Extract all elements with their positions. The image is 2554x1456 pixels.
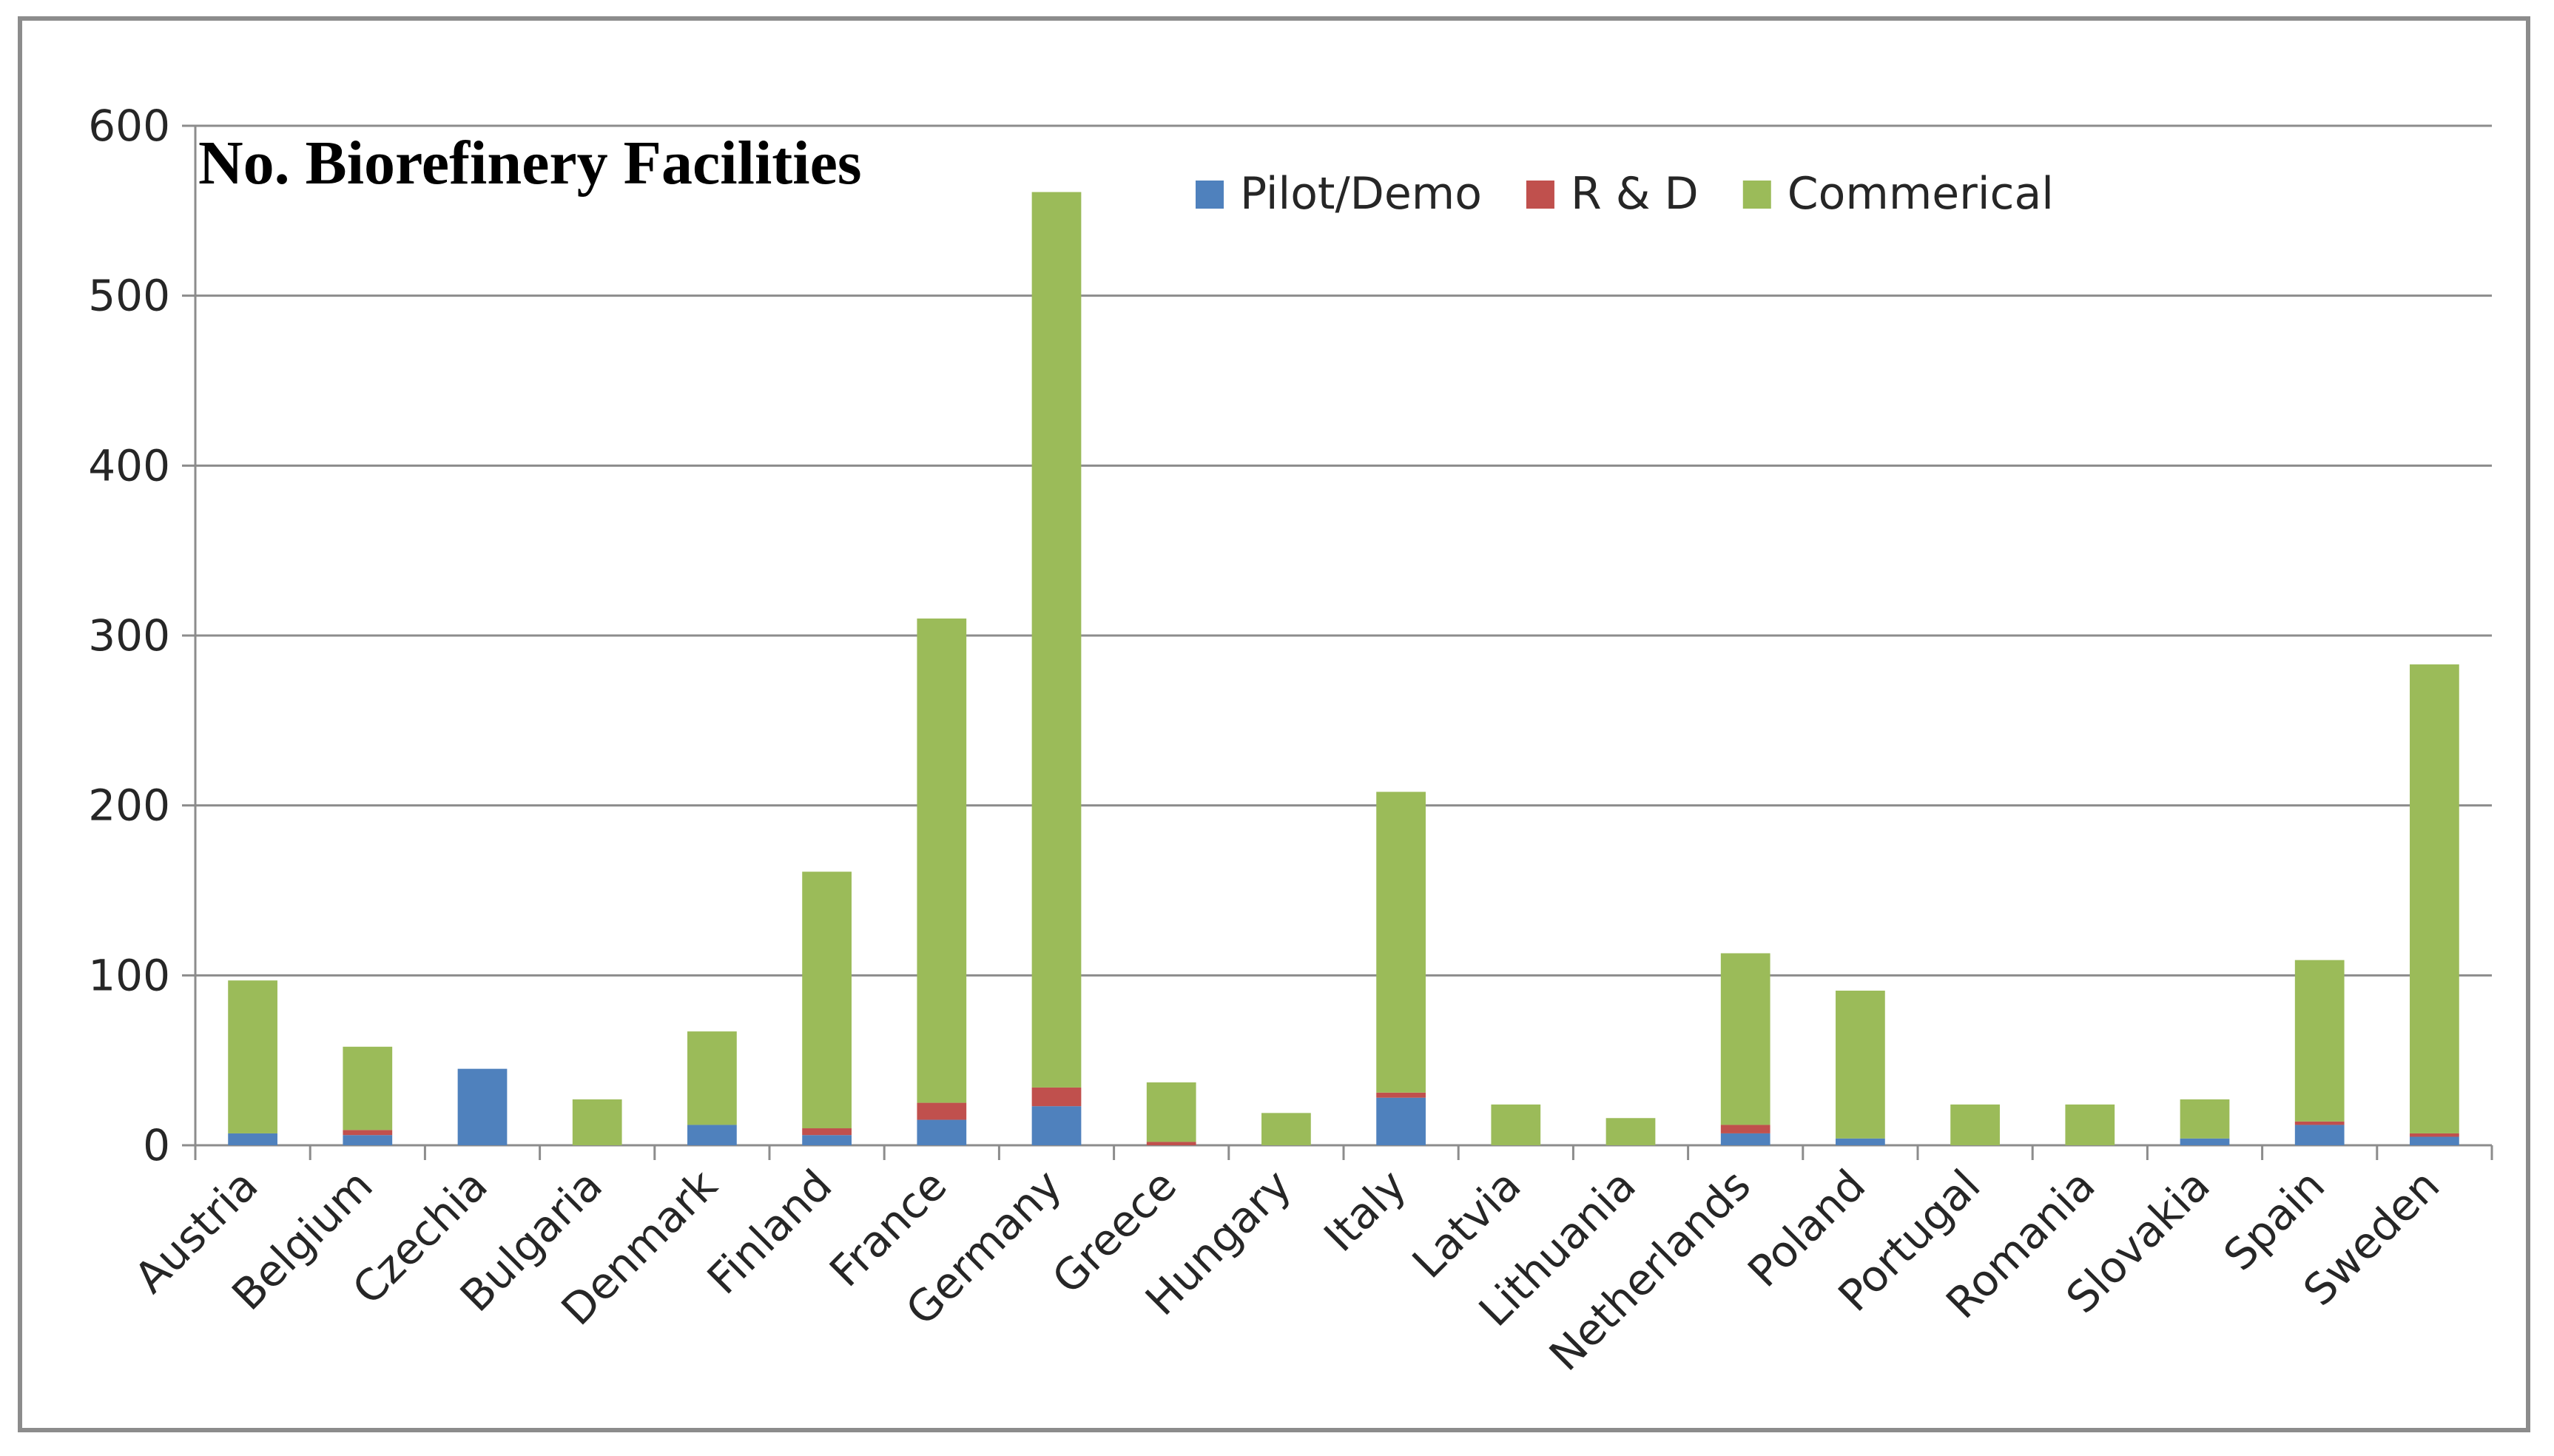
bar-commerical [2294, 960, 2345, 1122]
bar-pilot-demo [1376, 1097, 1426, 1145]
bar-commerical [802, 872, 852, 1129]
x-tick-label: Netherlands [1540, 1160, 1760, 1381]
chart-frame: 0 100 200 300 400 500 600 Austria Belgium Czechia… [18, 16, 2530, 1432]
bar-pilot-demo [2180, 1138, 2230, 1145]
bar-commerical [917, 619, 967, 1103]
y-tick-label: 400 [88, 440, 170, 491]
legend-swatch [1742, 181, 1771, 209]
y-tick-label: 500 [88, 271, 170, 321]
y-tick-label: 0 [143, 1120, 170, 1170]
bar-commerical [1950, 1104, 2000, 1145]
bar-commerical [2065, 1104, 2115, 1145]
legend: Pilot/Demo R & D Commerical [1196, 168, 2054, 220]
bar-pilot-demo [917, 1119, 967, 1145]
bar-commerical [1491, 1104, 1541, 1145]
bar-r-d [1031, 1087, 1082, 1107]
bar-commerical [572, 1099, 622, 1145]
bar-commerical [1146, 1082, 1196, 1142]
bar-pilot-demo [1836, 1138, 1885, 1145]
bar-commerical [1836, 991, 1885, 1139]
y-tick-label: 300 [88, 610, 170, 661]
bar-commerical [687, 1031, 737, 1125]
bar-commerical [2180, 1099, 2230, 1139]
y-tick-label: 600 [88, 101, 170, 151]
bar-pilot-demo [2410, 1136, 2459, 1145]
bar-pilot-demo [687, 1125, 737, 1145]
bar-pilot-demo [457, 1068, 508, 1145]
legend-swatch [1526, 181, 1554, 209]
bar-commerical [1376, 792, 1426, 1093]
bar-r-d [1720, 1125, 1770, 1133]
bar-commerical [1031, 192, 1082, 1088]
legend-swatch [1196, 181, 1224, 209]
bar-r-d [802, 1128, 852, 1136]
bar-commerical [228, 980, 277, 1133]
bar-r-d [343, 1130, 393, 1136]
x-tick-label: Italy [1314, 1160, 1415, 1261]
x-tick-label: Finland [698, 1160, 842, 1304]
bar-pilot-demo [343, 1135, 393, 1145]
legend-label: R & D [1571, 168, 1699, 220]
bar-r-d [2410, 1133, 2459, 1137]
bar-r-d [2294, 1121, 2345, 1125]
bar-r-d [1146, 1142, 1196, 1145]
chart-title: No. Biorefinery Facilities [198, 129, 862, 198]
bar-r-d [1376, 1092, 1426, 1098]
bar-commerical [1605, 1118, 1656, 1145]
bar-pilot-demo [228, 1133, 277, 1145]
bar-pilot-demo [2294, 1125, 2345, 1145]
bar-commerical [343, 1046, 393, 1130]
y-tick-label: 200 [88, 781, 170, 831]
bar-commerical [2410, 664, 2459, 1133]
legend-label: Commerical [1788, 168, 2054, 220]
bar-pilot-demo [1031, 1106, 1082, 1145]
bar-chart: 0100200300400500600AustriaBelgiumCzechia… [88, 101, 2493, 1381]
bar-pilot-demo [802, 1135, 852, 1145]
bar-commerical [1261, 1113, 1311, 1145]
labels: 0100200300400500600AustriaBelgiumCzechia… [88, 101, 2449, 1381]
bar-r-d [917, 1102, 967, 1120]
bar-pilot-demo [1720, 1133, 1770, 1145]
y-tick-label: 100 [88, 950, 170, 1000]
bars [228, 192, 2459, 1145]
axes [182, 124, 2493, 1160]
bar-commerical [1720, 953, 1770, 1125]
gridlines [195, 124, 2492, 977]
legend-label: Pilot/Demo [1240, 168, 1482, 220]
